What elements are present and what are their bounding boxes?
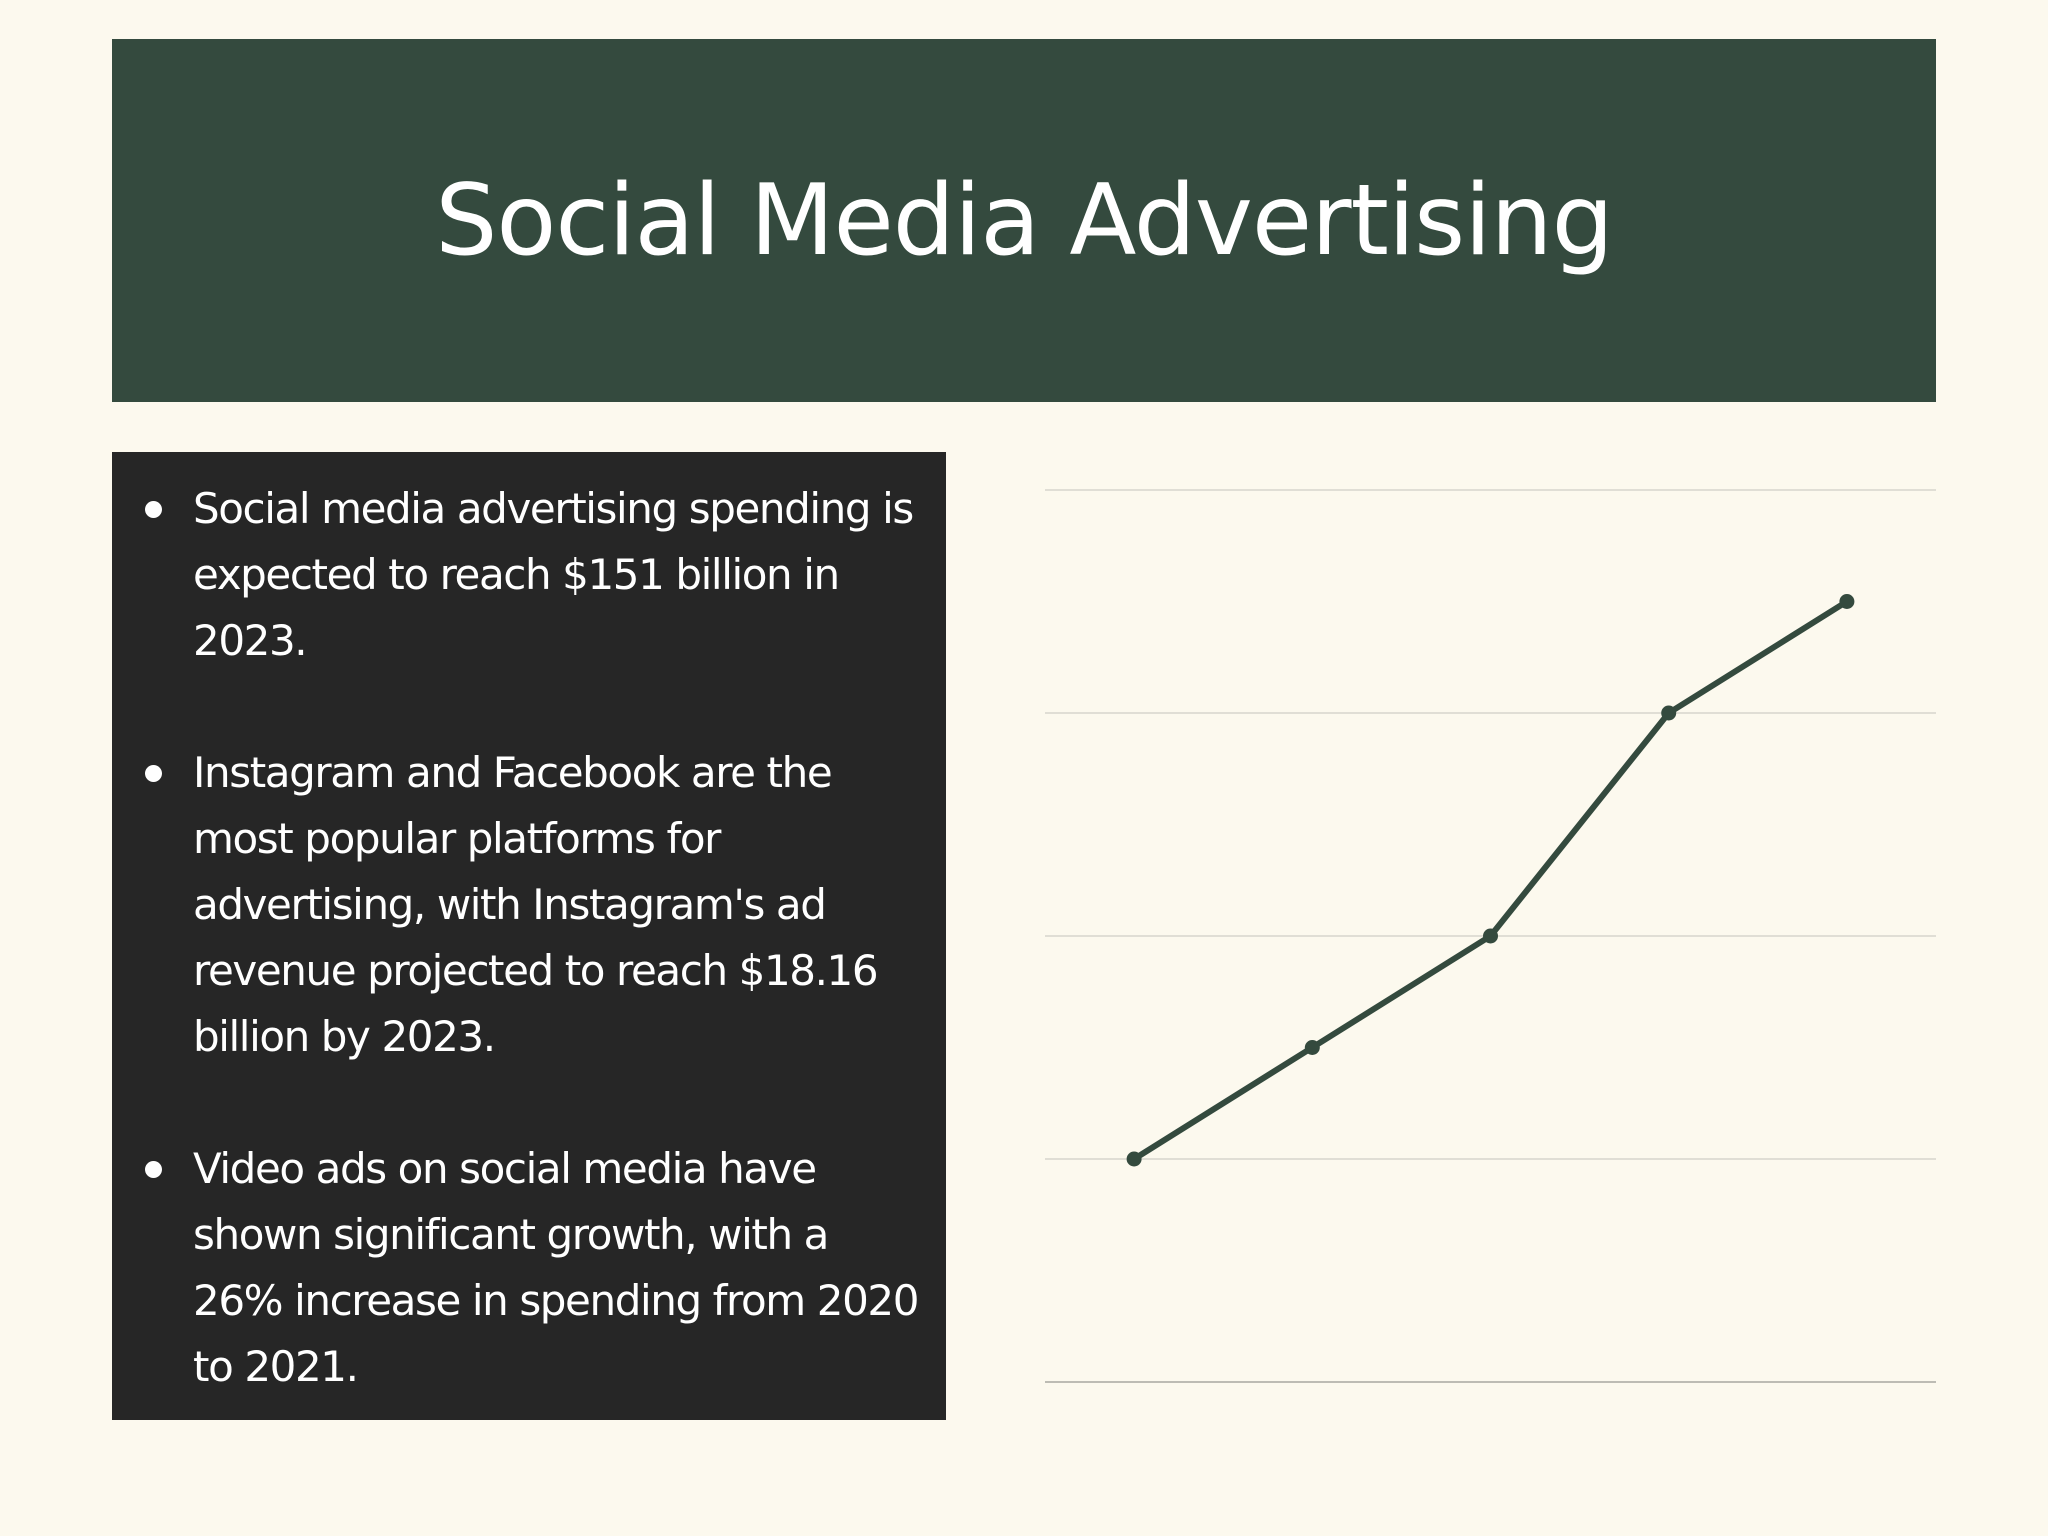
- bullet-item: Video ads on social media have shown sig…: [112, 1136, 926, 1400]
- data-point: [1661, 705, 1677, 721]
- bullet-dot-icon: [145, 501, 162, 518]
- text-panel: Social media advertising spending is exp…: [112, 452, 946, 1420]
- series-line: [1131, 598, 1850, 1162]
- data-point: [1839, 594, 1855, 609]
- data-point: [1483, 928, 1498, 944]
- slide-title: Social Media Advertising: [435, 163, 1614, 278]
- bullet-text: Video ads on social media have shown sig…: [193, 1144, 919, 1391]
- line-chart-svg: [1045, 489, 1936, 1383]
- bullet-text: Instagram and Facebook are the most popu…: [193, 748, 879, 1061]
- data-point: [1126, 1151, 1142, 1167]
- bullet-text: Social media advertising spending is exp…: [193, 484, 914, 665]
- bullet-item: Instagram and Facebook are the most popu…: [112, 740, 926, 1070]
- bullet-dot-icon: [145, 765, 162, 782]
- line-chart: [1045, 480, 1936, 1386]
- bullet-list: Social media advertising spending is exp…: [112, 476, 926, 1400]
- bullet-item: Social media advertising spending is exp…: [112, 476, 926, 674]
- data-point: [1304, 1040, 1320, 1055]
- series-layer: [1126, 594, 1855, 1167]
- bullet-dot-icon: [145, 1161, 162, 1178]
- title-banner: Social Media Advertising: [112, 39, 1936, 402]
